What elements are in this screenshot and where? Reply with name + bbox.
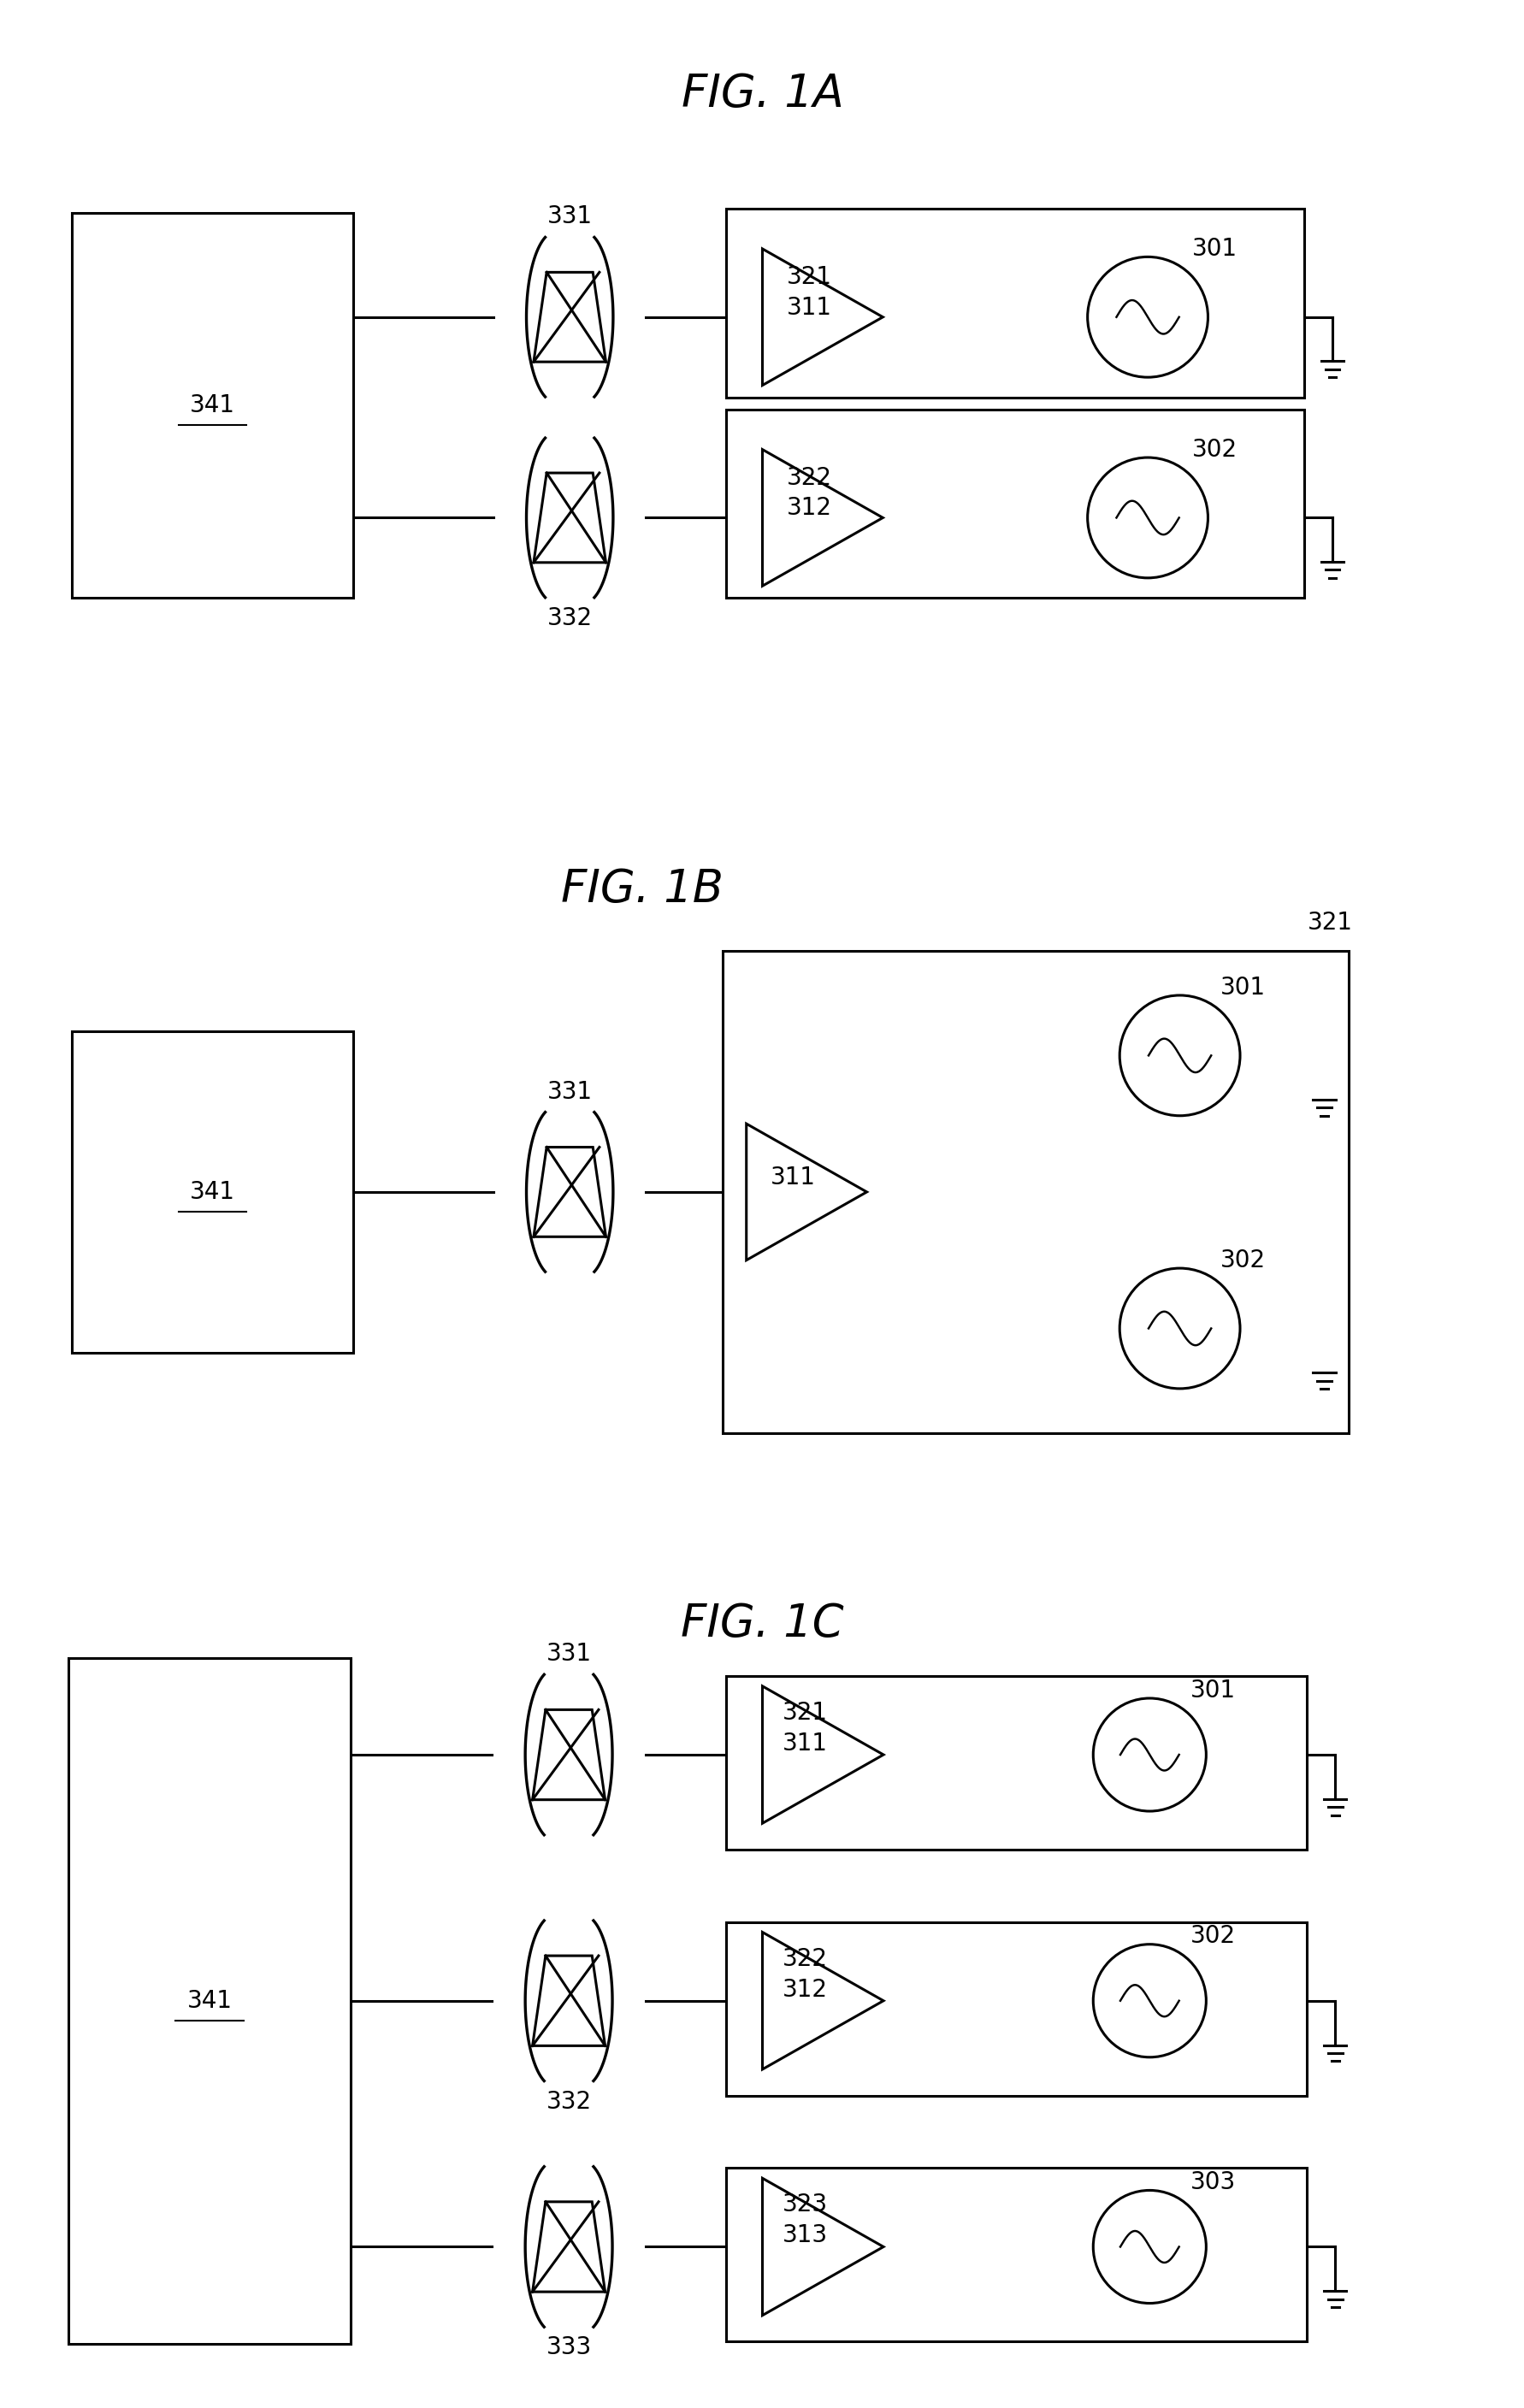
Bar: [725, 1922, 1306, 2095]
Text: 332: 332: [546, 2090, 591, 2114]
Text: 321: 321: [786, 265, 832, 289]
Polygon shape: [532, 1955, 605, 2047]
Polygon shape: [532, 2201, 605, 2292]
Text: 322: 322: [786, 465, 832, 489]
Text: 301: 301: [1219, 975, 1265, 999]
Bar: [72, 212, 354, 597]
Bar: [725, 409, 1303, 597]
Text: 322: 322: [782, 1946, 828, 1970]
Polygon shape: [533, 472, 605, 563]
Polygon shape: [532, 1710, 605, 1799]
Text: FIG. 1A: FIG. 1A: [681, 72, 843, 116]
Bar: [722, 951, 1347, 1433]
Text: 341: 341: [190, 393, 235, 417]
Bar: [725, 209, 1303, 397]
Text: 312: 312: [782, 1977, 828, 2001]
Text: 341: 341: [187, 1989, 232, 2013]
Text: 301: 301: [1192, 236, 1236, 260]
Polygon shape: [533, 1146, 605, 1238]
Text: FIG. 1B: FIG. 1B: [561, 867, 722, 910]
Text: 321: 321: [1306, 910, 1352, 934]
Text: 302: 302: [1219, 1247, 1265, 1271]
Text: 311: 311: [786, 296, 832, 320]
Bar: [725, 2167, 1306, 2341]
Text: 323: 323: [782, 2194, 828, 2218]
Text: 312: 312: [786, 496, 832, 520]
Text: 301: 301: [1189, 1678, 1234, 1702]
Text: 333: 333: [546, 2336, 591, 2360]
Text: 311: 311: [770, 1165, 815, 1190]
Text: 332: 332: [547, 607, 593, 631]
Text: 311: 311: [782, 1731, 828, 1755]
Text: 302: 302: [1192, 438, 1236, 462]
Bar: [72, 1031, 354, 1353]
Text: 313: 313: [782, 2223, 828, 2247]
Bar: [69, 1657, 351, 2343]
Text: 303: 303: [1189, 2170, 1234, 2194]
Text: 341: 341: [190, 1180, 235, 1204]
Text: 321: 321: [782, 1700, 828, 1724]
Text: 331: 331: [547, 205, 593, 229]
Text: FIG. 1C: FIG. 1C: [681, 1601, 843, 1647]
Text: 302: 302: [1189, 1924, 1234, 1948]
Polygon shape: [533, 272, 605, 361]
Text: 331: 331: [546, 1642, 591, 1666]
Bar: [725, 1676, 1306, 1849]
Text: 331: 331: [547, 1079, 593, 1103]
